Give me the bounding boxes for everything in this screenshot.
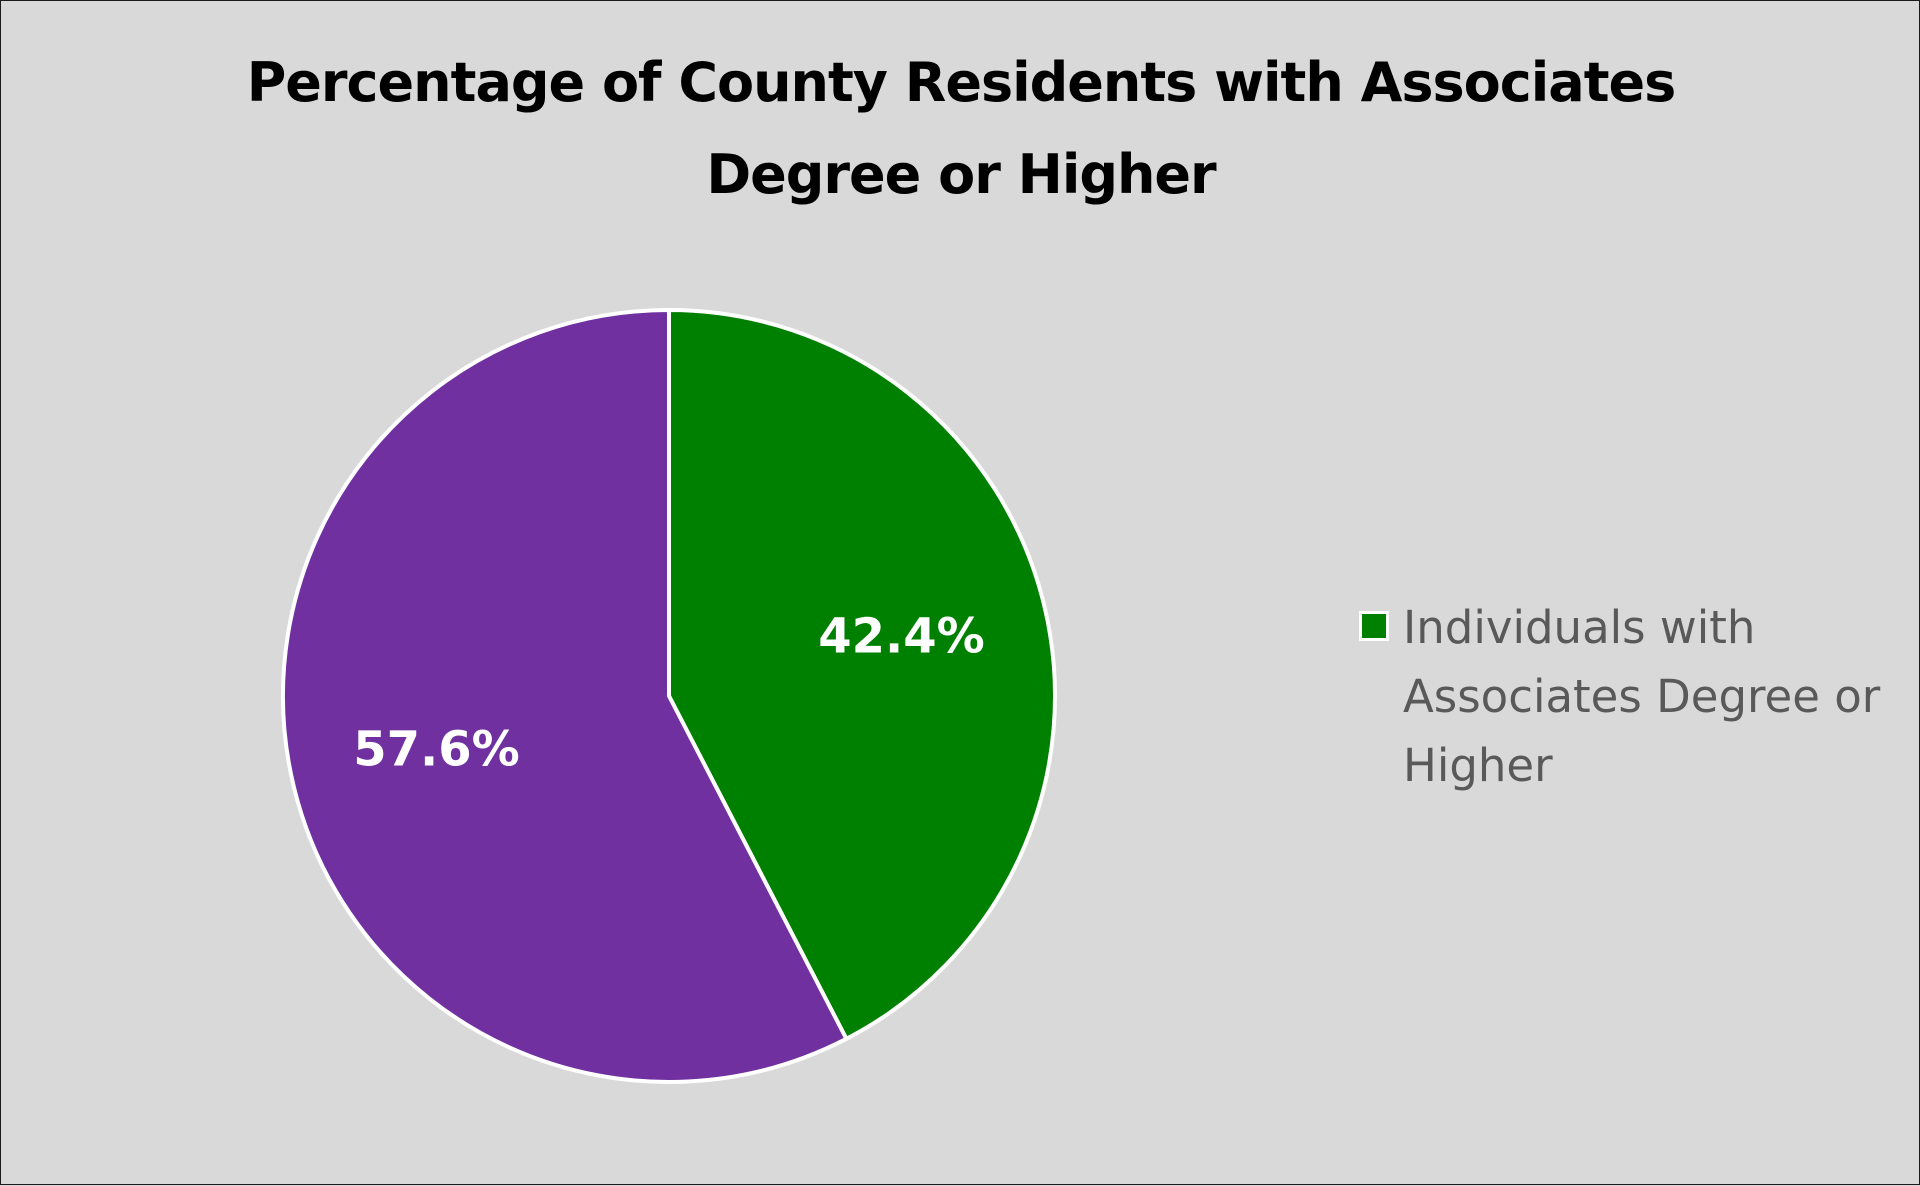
pie-slices (281, 308, 1057, 1084)
pie-slice-1 (281, 308, 849, 1084)
legend-label: Individuals with Associates Degree or Hi… (1403, 601, 1881, 792)
chart-title: Percentage of County Residents with Asso… (246, 51, 1677, 206)
slice-data-label-1: 57.6% (353, 722, 520, 778)
pie-slice-0 (667, 308, 1057, 1041)
slice-data-label-0: 42.4% (818, 608, 985, 664)
legend-swatch (1359, 611, 1389, 641)
legend: Individuals with Associates Degree or Hi… (1359, 593, 1899, 800)
pie-labels: 42.4% 57.6% (353, 608, 985, 777)
